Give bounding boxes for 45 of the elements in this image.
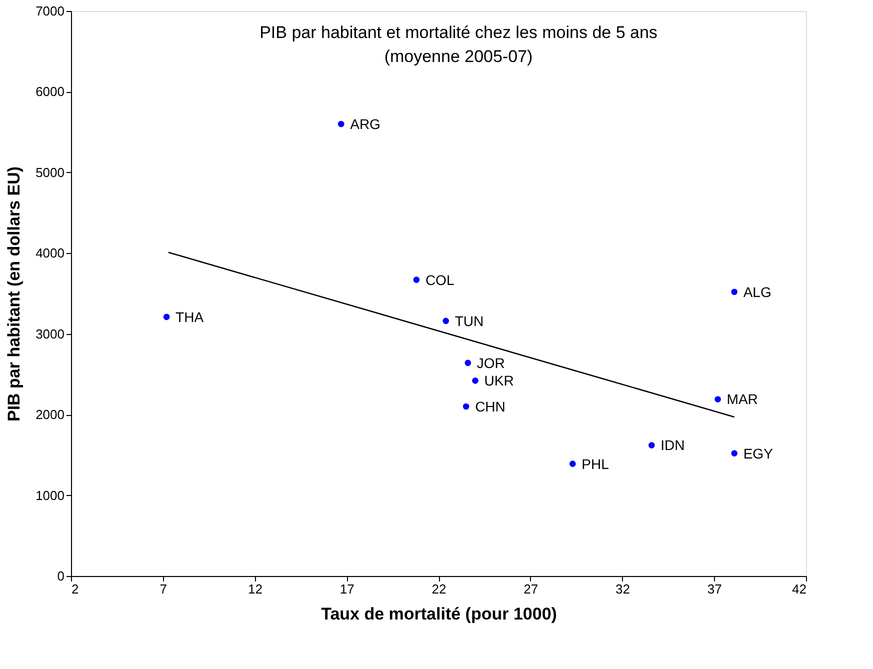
annotation: ALG [743,284,772,300]
y-tick-label: 2000 [36,407,64,422]
point [338,120,344,128]
y-tick-label: 4000 [36,246,64,261]
x-tick-label: 27 [524,582,538,596]
annotation: CHN [475,398,506,414]
point [472,378,478,384]
annotation: COL [425,272,454,288]
text: PIB par habitant et mortalité chez les moins de 5 ans [260,23,658,42]
point [731,288,738,296]
point [464,360,472,366]
x-tick-label: 17 [340,582,354,596]
point [569,460,576,467]
x-tick-label: 2 [72,582,79,596]
y-tick-label: 6000 [36,84,64,100]
x-tick-label: 37 [707,582,722,596]
annotation: IDN [660,437,685,454]
y-tick-label: 0 [57,568,64,584]
point [714,396,721,402]
x-tick-label: 22 [432,582,446,596]
annotation: THA [176,308,204,325]
text: (moyenne 2005-07) [384,47,533,66]
point [163,314,170,320]
y-tick-label: 5000 [36,164,64,180]
x-axis-title: Taux de mortalité (pour 1000) [321,604,557,624]
x-tick-label: 7 [160,582,167,596]
annotation: ARG [350,116,380,132]
point [648,442,655,448]
x-tick-label: 32 [616,582,630,596]
annotation: JOR [476,354,505,371]
x-tick-label: 12 [248,582,262,596]
y-tick-label: 7000 [36,4,64,18]
point [731,450,738,456]
annotation: PHL [582,456,610,472]
point [442,318,450,324]
point [462,403,470,410]
annotation: TUN [454,312,484,329]
annotation: UKR [484,372,514,389]
point [413,276,420,283]
y-axis-title: PIB par habitant (en dollars EU) [4,166,24,422]
annotation: MAR [726,391,758,408]
x-tick-label: 42 [792,582,806,596]
annotation: EGY [743,445,774,462]
y-tick-label: 1000 [36,488,64,503]
y-tick-label: 3000 [36,326,64,342]
